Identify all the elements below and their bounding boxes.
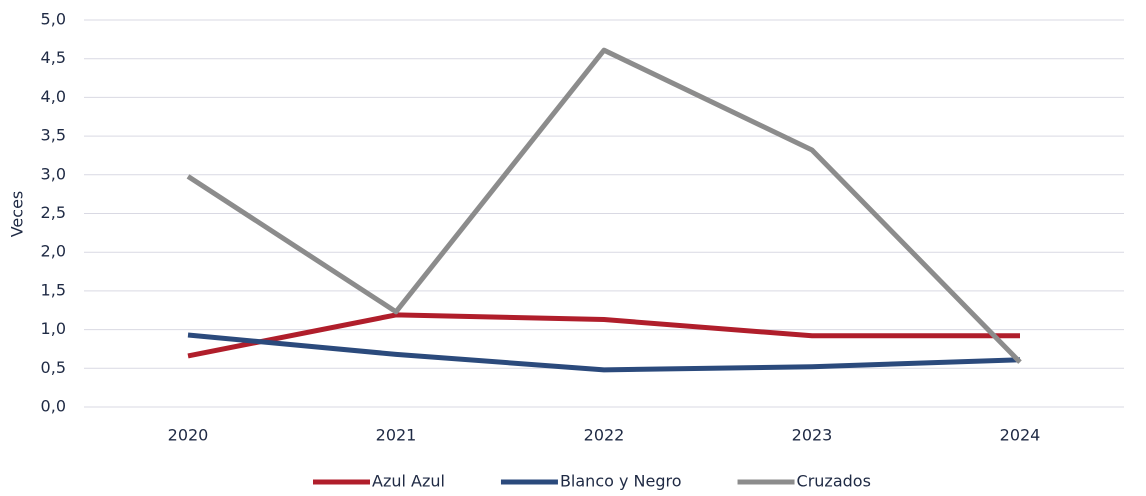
x-tick-label: 2023 <box>792 426 833 445</box>
y-axis-title: Veces <box>8 191 27 238</box>
x-tick-label: 2024 <box>1000 426 1041 445</box>
y-tick-label: 3,0 <box>41 164 66 183</box>
y-tick-label: 2,5 <box>41 203 66 222</box>
y-tick-label: 1,0 <box>41 319 66 338</box>
y-tick-label: 2,0 <box>41 242 66 261</box>
legend-label: Blanco y Negro <box>560 472 682 491</box>
line <box>186 47 1022 364</box>
line <box>187 312 1020 359</box>
y-tick-label: 4,0 <box>41 87 66 106</box>
x-tick-label: 2020 <box>168 426 209 445</box>
y-tick-label: 4,5 <box>41 48 66 67</box>
line <box>187 332 1021 373</box>
x-tick-label: 2021 <box>376 426 417 445</box>
x-tick-label: 2022 <box>584 426 625 445</box>
legend-label: Cruzados <box>797 472 871 491</box>
y-tick-label: 0,0 <box>41 397 66 416</box>
y-tick-label: 1,5 <box>41 280 66 299</box>
legend-label: Azul Azul <box>372 472 445 491</box>
y-tick-label: 3,5 <box>41 126 66 145</box>
y-tick-label: 5,0 <box>41 10 66 29</box>
y-tick-label: 0,5 <box>41 358 66 377</box>
